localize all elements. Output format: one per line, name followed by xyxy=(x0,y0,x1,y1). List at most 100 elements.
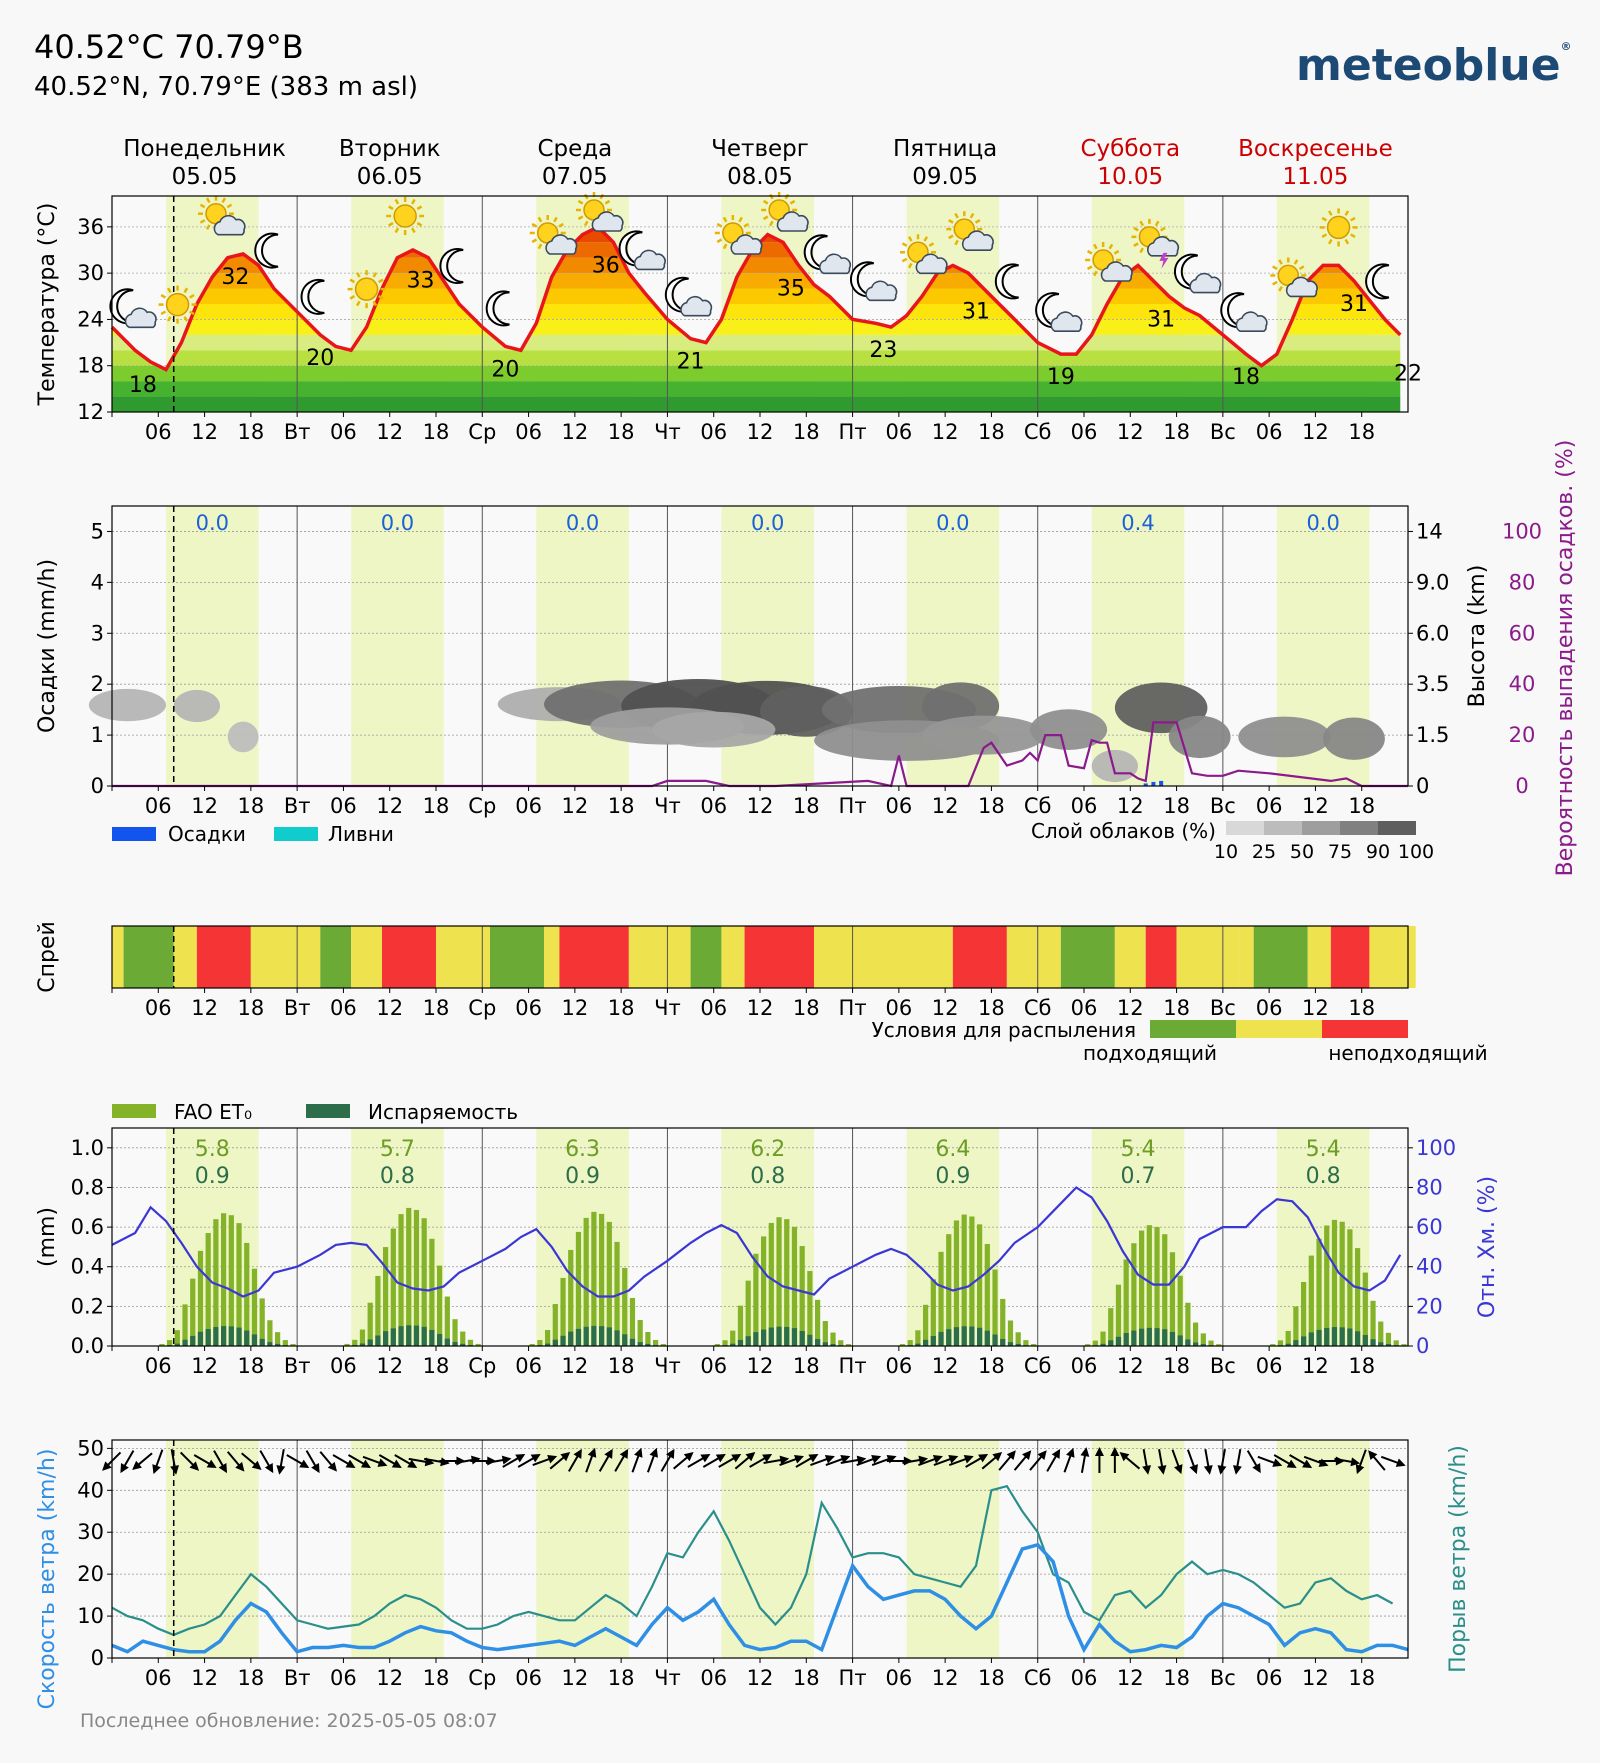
fao-bar xyxy=(583,1217,589,1346)
wind-direction-arrow xyxy=(933,1455,959,1467)
evap-bar xyxy=(398,1326,404,1346)
evap-bar xyxy=(591,1325,597,1346)
wind-direction-arrow xyxy=(567,1448,582,1472)
cloud-layer-mark xyxy=(1238,716,1331,758)
x-tick-hour: 12 xyxy=(1117,420,1144,444)
moon-shape xyxy=(300,278,325,315)
evap-bar xyxy=(1385,1344,1392,1346)
daily-precip-sum: 0.0 xyxy=(196,511,229,535)
fao-bar xyxy=(1100,1331,1106,1346)
fao-bar xyxy=(1308,1255,1314,1346)
fao-bar xyxy=(1347,1229,1353,1346)
day-date-3: 08.05 xyxy=(727,164,793,190)
wind-direction-arrow xyxy=(1203,1448,1213,1475)
sun-ray xyxy=(1272,265,1278,271)
x-tick-hour: 12 xyxy=(561,1354,588,1378)
arrow-head xyxy=(1355,1464,1365,1475)
fao-bar xyxy=(1355,1248,1361,1346)
evap-bar xyxy=(575,1328,582,1346)
cloud-shape xyxy=(213,214,246,236)
x-tick-hour: 18 xyxy=(237,996,264,1020)
daily-precip-sum: 0.4 xyxy=(1121,511,1154,535)
moon-cloud-icon xyxy=(1035,292,1083,332)
temp-label: 31 xyxy=(1340,292,1368,317)
wind-direction-arrow xyxy=(1029,1450,1047,1471)
x-tick-hour: 06 xyxy=(145,996,172,1020)
spray-segment xyxy=(952,926,1007,988)
arrow-head xyxy=(1189,1464,1198,1475)
legend-cloud-scale: 100 xyxy=(1398,841,1434,863)
fao-bar xyxy=(251,1268,258,1346)
evap-bar xyxy=(197,1331,204,1346)
evap-bar xyxy=(791,1328,798,1346)
daily-fao-value: 5.4 xyxy=(1306,1137,1341,1162)
legend-showers-label: Ливни xyxy=(328,822,394,846)
spray-segment xyxy=(1330,926,1370,988)
humidity-tick: 60 xyxy=(1416,1215,1443,1239)
sun-cloud-icon xyxy=(576,192,624,232)
evap-bar xyxy=(1293,1340,1299,1346)
legend-cloud-scale: 90 xyxy=(1366,841,1390,863)
temp-label: 36 xyxy=(592,253,620,278)
evap-bar xyxy=(1108,1340,1114,1346)
evap-bar xyxy=(1162,1329,1168,1346)
x-tick-hour: 12 xyxy=(561,794,588,818)
x-tick-hour: 12 xyxy=(932,794,959,818)
arrow-head xyxy=(779,1455,790,1465)
arrow-head xyxy=(808,1453,819,1463)
temp-label: 18 xyxy=(129,373,157,398)
x-tick-day: Вс xyxy=(1210,794,1236,818)
wind-direction-arrow xyxy=(226,1451,245,1472)
x-tick-hour: 18 xyxy=(608,996,635,1020)
sun-ray xyxy=(1350,233,1356,239)
sun-icon xyxy=(347,270,386,309)
x-tick-day: Пт xyxy=(839,794,867,818)
fao-bar xyxy=(737,1305,744,1346)
daylight-band xyxy=(721,1128,814,1346)
arrow-head xyxy=(276,1465,286,1475)
daily-fao-value: 6.4 xyxy=(935,1137,970,1162)
precip-y-tick: 1 xyxy=(91,723,104,747)
day-date-6: 11.05 xyxy=(1282,164,1348,190)
sun-ray xyxy=(901,257,908,263)
fao-bar xyxy=(367,1302,373,1346)
evap-bar xyxy=(745,1336,751,1346)
moon-cloud-icon xyxy=(664,276,713,317)
x-tick-day: Ср xyxy=(468,794,496,818)
fao-bar xyxy=(1277,1340,1284,1346)
arrow-head xyxy=(1051,1448,1061,1459)
cloud-layer-mark xyxy=(652,711,776,748)
x-tick-hour: 06 xyxy=(330,420,357,444)
legend-cloud-swatch xyxy=(1264,821,1302,835)
fao-bar xyxy=(575,1231,582,1346)
wind-direction-arrow xyxy=(585,1447,597,1473)
arrow-head xyxy=(1080,1447,1090,1457)
moon-shape xyxy=(439,248,464,284)
x-tick-hour: 06 xyxy=(700,1666,727,1690)
fao-bar xyxy=(923,1304,929,1346)
wind-speed-line xyxy=(111,1542,1409,1654)
wind-direction-arrow xyxy=(1171,1449,1183,1475)
wind-direction-arrow xyxy=(981,1451,1003,1470)
evap-bar xyxy=(437,1333,443,1346)
evap-bar xyxy=(1316,1329,1322,1346)
x-tick-day: Чт xyxy=(654,1666,681,1690)
cloud-shape xyxy=(776,211,809,232)
sun-ray xyxy=(372,300,378,307)
legend-cloud-scale: 25 xyxy=(1252,841,1276,863)
sun-ray xyxy=(907,262,913,269)
fao-bar xyxy=(197,1250,204,1346)
sun-ray xyxy=(1344,210,1350,216)
meteoblue-logo[interactable]: meteoblue® xyxy=(1296,40,1572,91)
evap-bar xyxy=(267,1342,273,1346)
sun-ray xyxy=(558,222,564,228)
arrow-head xyxy=(251,1460,262,1470)
sun-ray xyxy=(1093,243,1098,250)
spray-segment xyxy=(1145,926,1177,988)
sun-ray xyxy=(1086,249,1093,255)
fao-bar xyxy=(1085,1344,1091,1346)
sun-ray xyxy=(394,227,400,234)
sun-ray xyxy=(1321,233,1328,239)
legend-cloud-swatch xyxy=(1226,821,1264,835)
fao-bar xyxy=(745,1280,751,1346)
